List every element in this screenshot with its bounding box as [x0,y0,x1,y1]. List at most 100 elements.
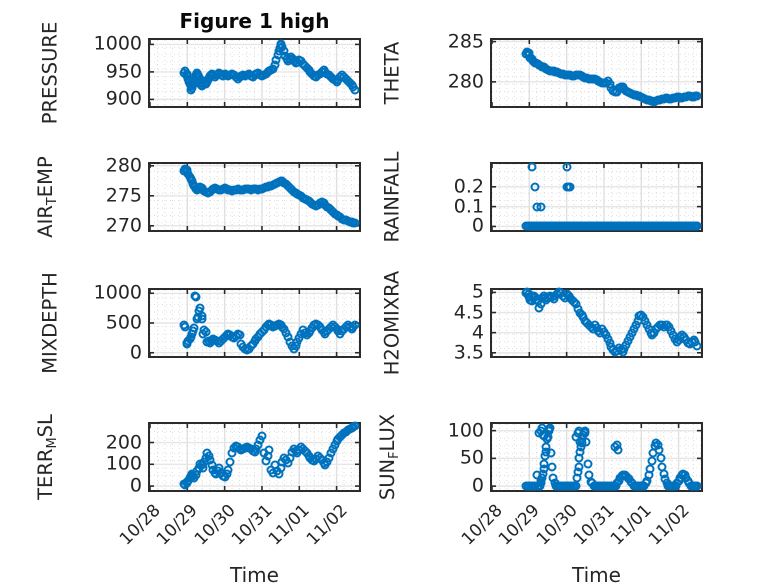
data-point [654,445,664,455]
data-point [225,457,235,467]
data-point [350,421,360,431]
data-point [197,314,207,324]
y-tick-label: 280 [447,70,484,93]
y-tick-label: 285 [447,30,484,53]
data-point [350,85,360,94]
y-tick-label: 270 [105,214,142,237]
data-point [565,182,575,192]
data-point [571,481,581,491]
x-tick-label: 11/02 [644,500,694,550]
x-tick-label: 10/31 [569,500,619,550]
y-tick-label: 275 [105,184,142,207]
axes-box [148,38,361,108]
data-point [201,327,211,337]
data-series-pressure [150,39,360,106]
data-point [692,481,702,491]
data-point [530,182,540,192]
data-point [191,292,201,302]
data-point [257,431,267,441]
x-tick-label: 10/28 [457,500,507,550]
y-tick-label: 100 [105,452,142,475]
x-tick-label: 10/30 [532,500,582,550]
data-point [539,431,548,441]
data-point [527,162,537,172]
data-point [656,453,666,463]
data-series-h2omixra [492,287,702,357]
data-point [562,162,572,172]
data-point [613,445,623,455]
y-tick-label: 0 [129,474,142,497]
data-point [547,462,557,472]
y-tick-label: 5 [471,280,484,303]
data-series-air-temp [150,164,360,230]
data-point [692,341,702,351]
y-tick-label: 0.2 [453,175,484,198]
data-point [546,448,556,458]
y-tick-label: 500 [105,311,142,334]
data-point [195,303,205,313]
y-tick-label: 1000 [93,32,142,55]
data-series-theta [492,40,702,107]
data-point [264,445,274,455]
x-axis-label: Time [230,563,279,587]
axes-box [148,421,361,492]
data-point [545,423,555,433]
data-point [574,462,584,472]
y-tick-label: 0 [471,474,484,497]
y-tick-label: 900 [105,87,142,110]
data-series-mixdepth [150,290,360,356]
x-tick-label: 11/01 [607,500,656,550]
y-tick-label: 200 [105,431,142,453]
data-point [574,426,584,436]
y-tick-label: 0 [129,341,142,364]
axes-box [148,162,361,232]
axes-box [490,38,703,108]
y-axis-label-subscript: F [387,451,403,459]
data-point [180,322,190,332]
y-tick-label: 50 [459,446,484,469]
axes-box [490,287,703,358]
data-point [575,437,585,447]
x-tick-label: 10/29 [495,500,545,550]
y-axis-label: SUNFLUX [376,413,403,501]
grid-layer [492,424,701,490]
data-point [536,202,546,212]
y-tick-label: 280 [105,154,142,177]
data-series-sun-flux [492,423,702,491]
y-axis-label-suffix: LUX [376,413,400,452]
y-tick-label: 0.1 [453,195,484,218]
y-tick-label: 950 [105,60,142,83]
y-tick-label: 3.5 [453,341,484,364]
y-axis-label-text: SUN [376,458,400,501]
y-tick-label: 100 [447,419,484,442]
data-series-rainfall [492,162,702,231]
axes-box [490,422,703,492]
y-tick-label: 0 [471,214,484,237]
data-series-terr-msl [150,421,360,490]
data-point [647,456,657,466]
figure-title: Figure 1 high [179,9,330,33]
axes-box [148,288,361,358]
data-point [692,221,702,231]
data-point [189,323,199,333]
y-tick-label: 4 [471,321,484,344]
x-axis-label: Time [572,563,621,587]
data-point [350,218,360,228]
data-point [692,91,702,101]
data-point [583,459,593,469]
axes-box [490,162,703,232]
data-point [645,464,655,474]
data-point [235,330,245,340]
data-point [350,320,360,330]
y-tick-label: 1000 [93,281,142,304]
y-tick-label: 4.5 [453,301,484,324]
